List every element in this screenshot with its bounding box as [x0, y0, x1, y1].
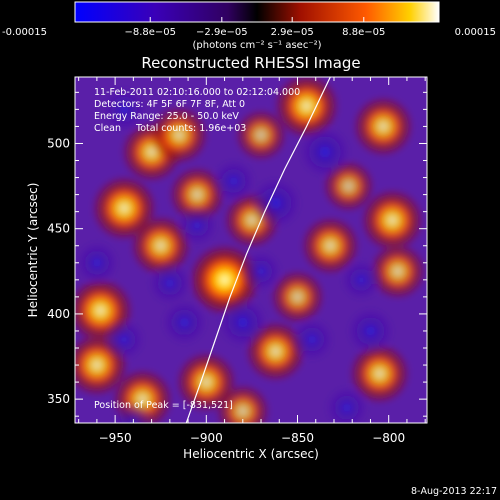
heatmap-negative-blob [290, 318, 334, 361]
heatmap-positive-blob [168, 165, 226, 224]
colorbar-tick-label: −2.9e−05 [196, 27, 248, 38]
annotation-detectors: Detectors: 4F 5F 6F 7F 8F, Att 0 [94, 99, 245, 110]
colorbar-tick-label: 0.00015 [455, 27, 496, 38]
heatmap-positive-blob [234, 108, 288, 162]
x-tick-label: −850 [281, 431, 314, 445]
y-axis-ticks [75, 91, 427, 417]
heatmap-positive-blob [269, 269, 326, 325]
colorbar-tick-labels: -0.00015 −8.8e−05 −2.9e−05 2.9e−05 8.8e−05 0.… [2, 27, 496, 38]
colorbar-ticks [74, 17, 440, 22]
heatmap-negative-blob [75, 241, 119, 285]
x-axis-label: Heliocentric X (arcsec) [183, 447, 319, 461]
y-tick-label: 450 [47, 222, 70, 236]
heatmap-negative-blob [148, 261, 192, 305]
plot-frame [74, 76, 428, 424]
heatmap-negative-blob [212, 159, 255, 203]
annotation-block: 11‑Feb‑2011 02:10:16.000 to 02:12:04.000… [94, 87, 300, 411]
annotation-peak-position: Position of Peak = [‑831,521] [94, 400, 233, 411]
x-axis-ticks [78, 77, 426, 423]
annotation-energy-range: Energy Range: 25.0 ‑ 50.0 keV [94, 111, 239, 122]
x-tick-label: −950 [99, 431, 132, 445]
generated-date: 8‑Aug‑2013 22:17 [411, 486, 497, 497]
annotation-method: Clean Total counts: 1.96e+03 [94, 123, 246, 134]
colorbar-tick-label: −8.8e−05 [124, 27, 176, 38]
heatmap-positive-blob [352, 95, 415, 158]
colorbar-tick-label: 2.9e−05 [271, 27, 314, 38]
heatmap-area [75, 77, 427, 423]
heatmap-negative-blob [299, 126, 351, 178]
solar-limb-curve [185, 77, 331, 423]
colorbar-tick-label: -0.00015 [2, 27, 47, 38]
heatmap-negative-blob [341, 259, 382, 301]
heatmap-positive-blob [369, 242, 427, 301]
heatmap-negative-blob [176, 205, 218, 246]
chart-title: Reconstructed RHESSI Image [141, 54, 360, 72]
heatmap-negative-blob [113, 401, 154, 423]
heatmap-negative-blob [240, 250, 282, 292]
colorbar-tick-label: 8.8e−05 [342, 27, 385, 38]
heatmap-positive-blob [129, 214, 192, 277]
heatmap-blobs [75, 77, 427, 423]
heatmap-positive-blob [300, 215, 361, 276]
x-axis-tick-labels: −950 −900 −850 −800 [99, 431, 406, 445]
colorbar-units: (photons cm⁻² s⁻¹ asec⁻²) [192, 40, 321, 51]
x-tick-label: −900 [190, 431, 223, 445]
heatmap-negative-blob [250, 177, 301, 229]
heatmap-negative-blob [218, 298, 267, 347]
heatmap-negative-blob [103, 319, 145, 360]
heatmap-negative-blob [347, 307, 394, 355]
y-tick-label: 350 [47, 392, 70, 406]
annotation-time-range: 11‑Feb‑2011 02:10:16.000 to 02:12:04.000 [94, 87, 300, 98]
heatmap-positive-blob [360, 188, 425, 253]
heatmap-positive-blob [348, 342, 411, 405]
heatmap-positive-blob [149, 105, 209, 165]
y-tick-label: 500 [47, 136, 70, 150]
heatmap-positive-blob [215, 383, 271, 423]
x-tick-label: −800 [372, 431, 405, 445]
heatmap-negative-blob [101, 87, 147, 132]
heatmap-negative-blob [325, 386, 369, 423]
heatmap-negative-blob [162, 300, 207, 345]
y-axis-label: Heliocentric Y (arcsec) [26, 183, 40, 318]
heatmap-positive-blob [188, 243, 262, 317]
y-axis-tick-labels: 350 400 450 500 [47, 136, 70, 406]
y-tick-label: 400 [47, 307, 70, 321]
colorbar [74, 1, 440, 23]
